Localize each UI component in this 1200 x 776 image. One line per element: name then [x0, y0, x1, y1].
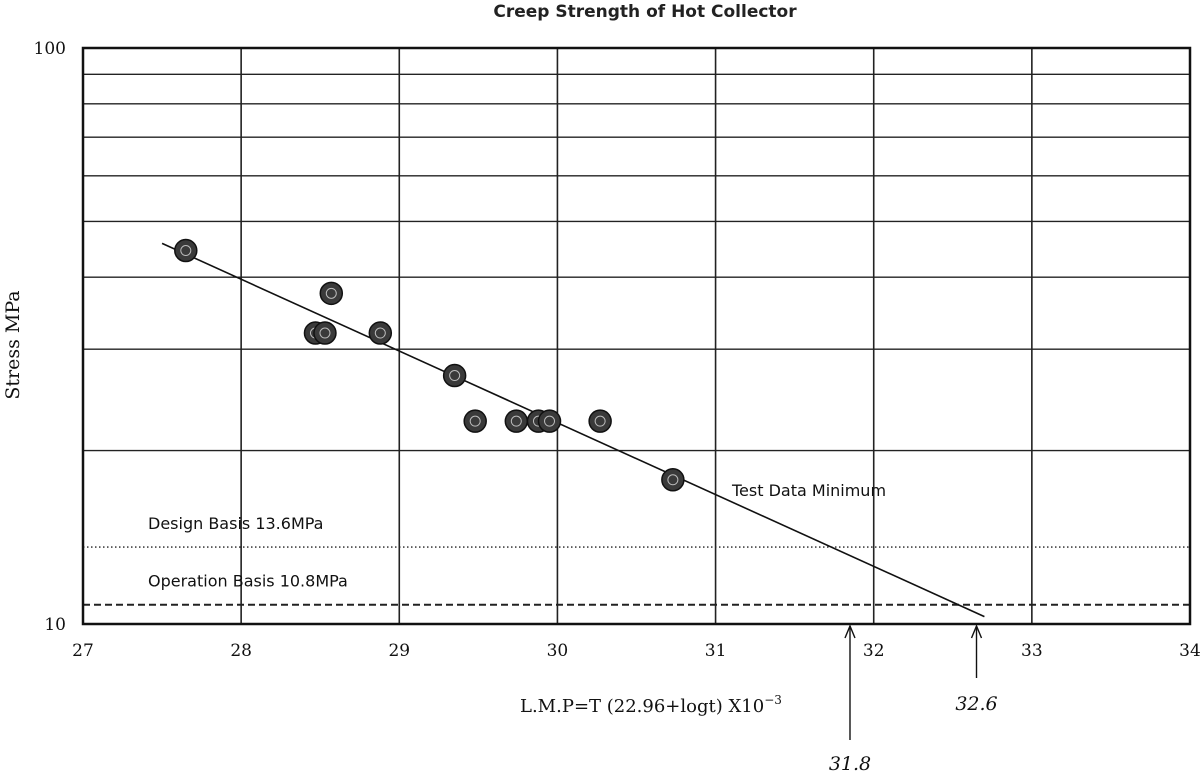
- data-point-core: [319, 327, 331, 339]
- y-tick-label: 100: [34, 39, 66, 59]
- reference-line-label: Operation Basis 10.8MPa: [148, 572, 348, 591]
- data-point: [537, 409, 562, 433]
- data-point-core: [180, 245, 192, 257]
- x-tick-label: 32: [863, 641, 885, 661]
- data-point: [319, 281, 344, 306]
- y-tick-label: 10: [44, 615, 66, 635]
- x-tick-label: 27: [72, 641, 94, 661]
- data-point: [463, 409, 487, 433]
- data-point-core: [667, 474, 679, 486]
- x-tick-label: 31: [705, 641, 727, 661]
- grid: [83, 48, 1190, 624]
- data-point-core: [510, 415, 522, 427]
- data-point: [442, 363, 467, 388]
- data-point-core: [325, 287, 337, 299]
- data-point: [368, 321, 393, 345]
- x-axis-label-exponent: −3: [764, 693, 782, 707]
- fit-line-group: Test Data Minimum: [161, 242, 985, 618]
- x-tick-label: 29: [388, 641, 410, 661]
- x-axis-label-main: L.M.P=T (22.96+logt) X10: [520, 696, 764, 717]
- data-point: [588, 409, 612, 433]
- x-tick-label: 30: [547, 641, 569, 661]
- data-point-core: [374, 327, 386, 339]
- data-point: [504, 409, 529, 433]
- data-point: [313, 321, 337, 345]
- data-point: [661, 468, 685, 492]
- marker-label: 32.6: [955, 693, 997, 715]
- x-tick-label: 33: [1021, 641, 1043, 661]
- x-tick-label: 28: [230, 641, 252, 661]
- marker-arrowhead: [970, 624, 983, 639]
- value-markers: 31.8 32.6: [829, 624, 998, 775]
- y-axis-label: Stress MPa: [2, 290, 24, 399]
- data-point-core: [594, 415, 606, 427]
- marker-label: 31.8: [829, 753, 871, 775]
- data-point: [174, 238, 198, 263]
- data-point-core: [544, 415, 556, 427]
- fit-line: [161, 242, 985, 618]
- x-tick-label: 34: [1179, 641, 1200, 661]
- data-points: [174, 238, 685, 492]
- tick-labels: 27 28 29 30 31 32 33 34 100 10: [34, 39, 1200, 661]
- chart-title: Creep Strength of Hot Collector: [493, 2, 797, 22]
- data-point-core: [469, 415, 481, 427]
- data-point-core: [449, 370, 461, 382]
- reference-line-label: Design Basis 13.6MPa: [148, 514, 323, 533]
- x-axis-label: L.M.P=T (22.96+logt) X10−3: [520, 693, 782, 717]
- marker-arrowhead: [844, 624, 856, 639]
- fit-line-label: Test Data Minimum: [731, 481, 886, 500]
- plot-frame: [81, 46, 1192, 626]
- reference-lines: Design Basis 13.6MPa Operation Basis 10.8…: [83, 514, 1190, 606]
